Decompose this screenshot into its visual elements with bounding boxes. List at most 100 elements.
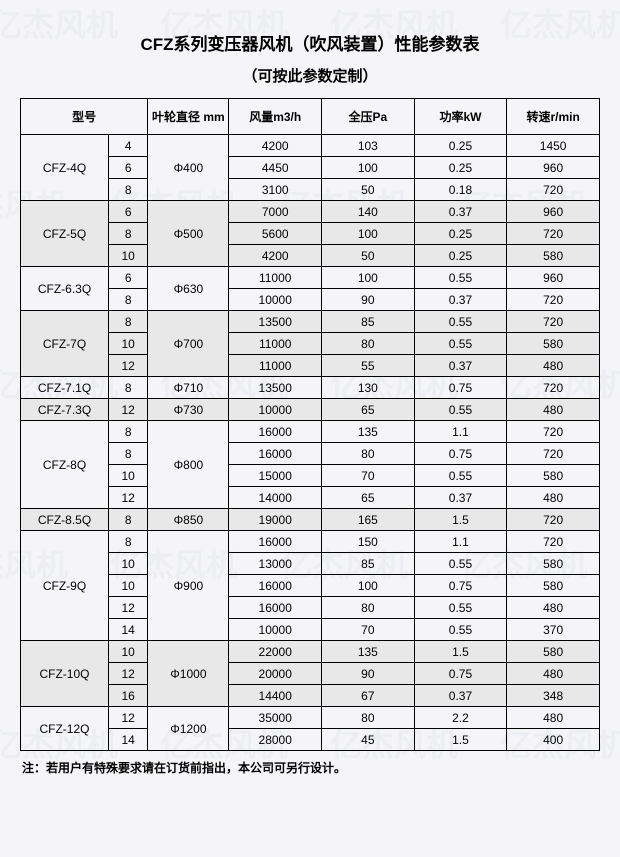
- cell-sub: 8: [109, 443, 148, 465]
- cell-airflow: 10000: [229, 619, 322, 641]
- cell-pressure: 135: [322, 421, 415, 443]
- cell-power: 0.25: [414, 157, 507, 179]
- cell-diameter: Φ630: [148, 267, 229, 311]
- cell-sub: 8: [109, 311, 148, 333]
- cell-model: CFZ-5Q: [21, 201, 109, 267]
- cell-speed: 960: [507, 267, 600, 289]
- cell-sub: 6: [109, 201, 148, 223]
- cell-speed: 480: [507, 355, 600, 377]
- cell-speed: 480: [507, 663, 600, 685]
- cell-power: 1.5: [414, 509, 507, 531]
- cell-power: 0.55: [414, 311, 507, 333]
- table-row: CFZ-9Q8Φ900160001501.1720: [21, 531, 600, 553]
- table-row: CFZ-12Q12Φ120035000802.2480: [21, 707, 600, 729]
- cell-power: 0.25: [414, 223, 507, 245]
- cell-airflow: 10000: [229, 399, 322, 421]
- table-row: CFZ-4Q4Φ40042001030.251450: [21, 135, 600, 157]
- cell-sub: 8: [109, 421, 148, 443]
- cell-diameter: Φ700: [148, 311, 229, 377]
- cell-diameter: Φ850: [148, 509, 229, 531]
- cell-airflow: 13500: [229, 377, 322, 399]
- cell-sub: 6: [109, 267, 148, 289]
- cell-pressure: 165: [322, 509, 415, 531]
- cell-model: CFZ-7Q: [21, 311, 109, 377]
- cell-diameter: Φ900: [148, 531, 229, 641]
- cell-sub: 10: [109, 245, 148, 267]
- header-pressure: 全压Pa: [322, 99, 415, 135]
- cell-power: 0.25: [414, 135, 507, 157]
- cell-airflow: 3100: [229, 179, 322, 201]
- cell-power: 1.1: [414, 531, 507, 553]
- cell-power: 0.55: [414, 619, 507, 641]
- cell-diameter: Φ800: [148, 421, 229, 509]
- cell-power: 1.1: [414, 421, 507, 443]
- cell-sub: 14: [109, 619, 148, 641]
- cell-airflow: 16000: [229, 421, 322, 443]
- cell-speed: 720: [507, 311, 600, 333]
- cell-pressure: 100: [322, 575, 415, 597]
- cell-sub: 8: [109, 179, 148, 201]
- cell-airflow: 13500: [229, 311, 322, 333]
- cell-model: CFZ-4Q: [21, 135, 109, 201]
- cell-pressure: 50: [322, 179, 415, 201]
- cell-sub: 12: [109, 355, 148, 377]
- cell-speed: 1450: [507, 135, 600, 157]
- table-row: CFZ-5Q6Φ50070001400.37960: [21, 201, 600, 223]
- cell-speed: 348: [507, 685, 600, 707]
- cell-airflow: 4200: [229, 135, 322, 157]
- cell-airflow: 4450: [229, 157, 322, 179]
- cell-sub: 12: [109, 487, 148, 509]
- cell-model: CFZ-12Q: [21, 707, 109, 751]
- cell-pressure: 55: [322, 355, 415, 377]
- cell-pressure: 85: [322, 311, 415, 333]
- cell-diameter: Φ400: [148, 135, 229, 201]
- cell-airflow: 11000: [229, 333, 322, 355]
- cell-speed: 720: [507, 421, 600, 443]
- cell-speed: 580: [507, 553, 600, 575]
- cell-power: 1.5: [414, 729, 507, 751]
- cell-diameter: Φ730: [148, 399, 229, 421]
- cell-pressure: 70: [322, 465, 415, 487]
- cell-speed: 370: [507, 619, 600, 641]
- cell-power: 0.18: [414, 179, 507, 201]
- cell-sub: 10: [109, 575, 148, 597]
- cell-airflow: 4200: [229, 245, 322, 267]
- cell-power: 0.55: [414, 399, 507, 421]
- cell-power: 0.55: [414, 267, 507, 289]
- cell-diameter: Φ1200: [148, 707, 229, 751]
- table-row: CFZ-8.5Q8Φ850190001651.5720: [21, 509, 600, 531]
- cell-sub: 10: [109, 465, 148, 487]
- cell-pressure: 140: [322, 201, 415, 223]
- header-speed: 转速r/min: [507, 99, 600, 135]
- cell-sub: 14: [109, 729, 148, 751]
- header-power: 功率kW: [414, 99, 507, 135]
- cell-power: 0.25: [414, 245, 507, 267]
- cell-sub: 8: [109, 531, 148, 553]
- cell-sub: 12: [109, 399, 148, 421]
- cell-pressure: 80: [322, 333, 415, 355]
- cell-sub: 10: [109, 333, 148, 355]
- cell-model: CFZ-10Q: [21, 641, 109, 707]
- cell-pressure: 65: [322, 487, 415, 509]
- cell-sub: 8: [109, 377, 148, 399]
- cell-airflow: 28000: [229, 729, 322, 751]
- cell-sub: 12: [109, 663, 148, 685]
- cell-speed: 720: [507, 377, 600, 399]
- page-content: CFZ系列变压器风机（吹风装置）性能参数表 （可按此参数定制） 型号 叶轮直径 …: [0, 0, 620, 786]
- cell-airflow: 22000: [229, 641, 322, 663]
- cell-airflow: 11000: [229, 267, 322, 289]
- cell-pressure: 135: [322, 641, 415, 663]
- cell-sub: 6: [109, 157, 148, 179]
- cell-airflow: 16000: [229, 597, 322, 619]
- cell-airflow: 11000: [229, 355, 322, 377]
- cell-pressure: 130: [322, 377, 415, 399]
- cell-diameter: Φ710: [148, 377, 229, 399]
- cell-airflow: 7000: [229, 201, 322, 223]
- cell-airflow: 13000: [229, 553, 322, 575]
- cell-airflow: 35000: [229, 707, 322, 729]
- cell-speed: 720: [507, 509, 600, 531]
- cell-airflow: 19000: [229, 509, 322, 531]
- cell-speed: 480: [507, 487, 600, 509]
- cell-model: CFZ-8.5Q: [21, 509, 109, 531]
- cell-speed: 720: [507, 289, 600, 311]
